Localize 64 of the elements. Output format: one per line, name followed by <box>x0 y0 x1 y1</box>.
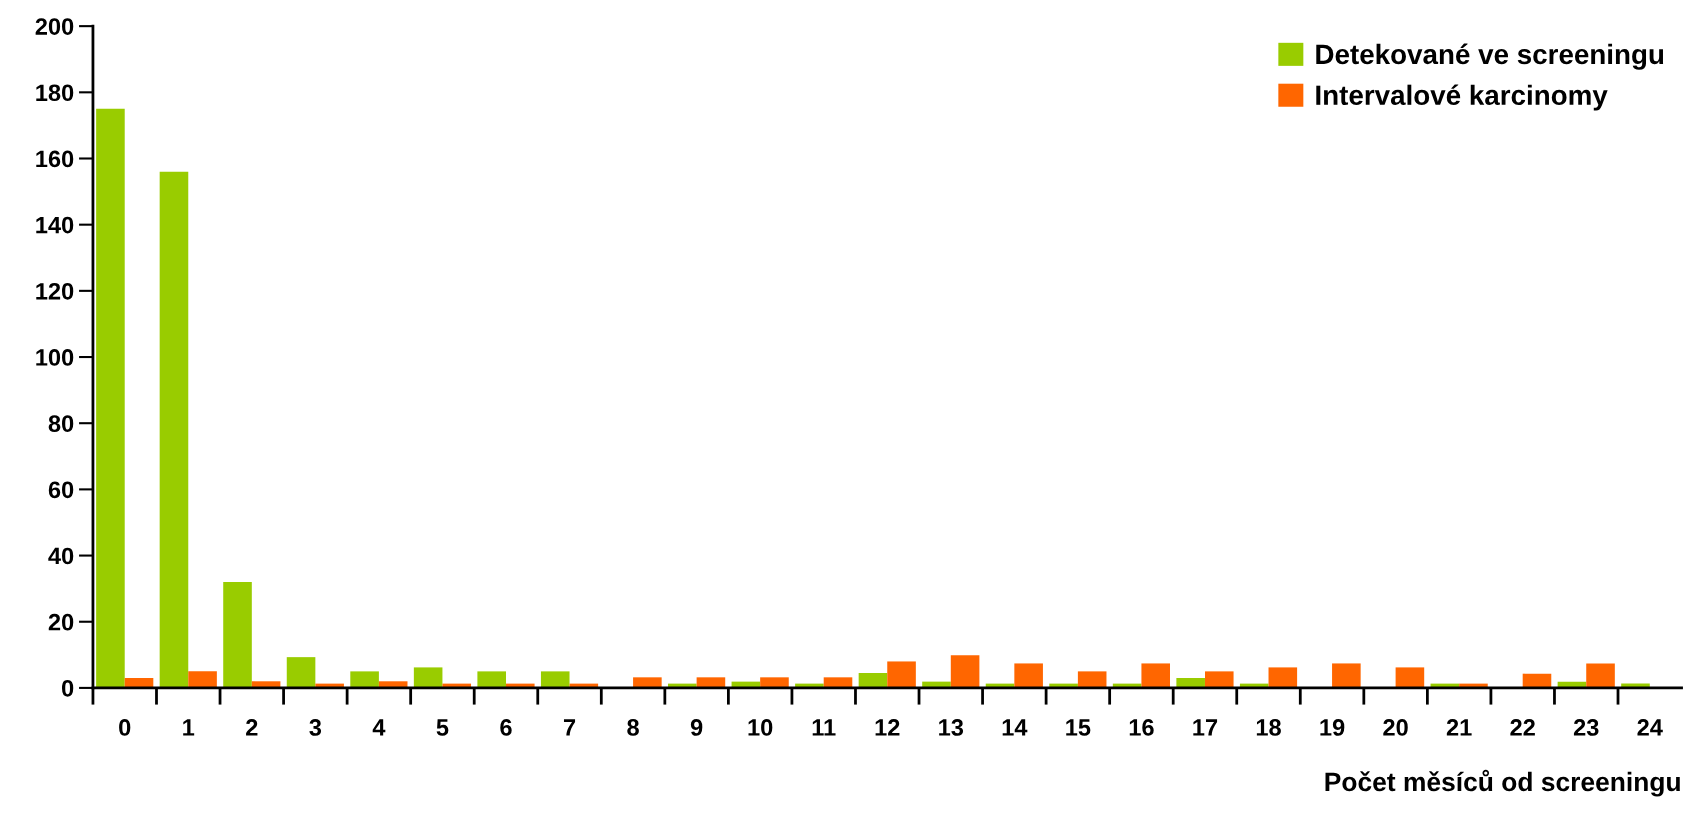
x-tick-label: 6 <box>500 719 512 736</box>
y-tick-label: 200 <box>35 18 74 35</box>
legend-label: Detekované ve screeningu <box>1316 43 1664 70</box>
x-tick-label: 24 <box>1637 719 1663 736</box>
x-tick-label: 9 <box>690 719 703 736</box>
bar <box>1332 663 1361 688</box>
bar <box>188 671 217 688</box>
x-tick-label: 2 <box>246 719 258 736</box>
x-tick-label: 4 <box>372 719 386 736</box>
y-tick-label: 40 <box>48 547 74 565</box>
x-tick-label: 15 <box>1066 719 1091 736</box>
x-tick-label: 18 <box>1256 719 1281 736</box>
bar <box>1176 677 1205 688</box>
x-axis-title: Počet měsíců od screeningu <box>1325 769 1680 797</box>
bar <box>696 677 726 688</box>
x-tick-label: 0 <box>119 719 131 736</box>
bar <box>1014 663 1043 688</box>
x-tick-label: 11 <box>812 719 836 736</box>
bar <box>1586 663 1615 688</box>
x-tick-label: 16 <box>1129 719 1154 736</box>
y-tick-label: 160 <box>36 150 74 168</box>
bar <box>1268 667 1298 688</box>
x-tick-label: 1 <box>183 719 195 736</box>
bar <box>286 657 316 688</box>
bar <box>540 671 570 688</box>
x-tick-label: 13 <box>939 719 964 736</box>
bar <box>1395 667 1425 688</box>
x-tick-label: 3 <box>309 719 322 736</box>
bar <box>1077 671 1107 688</box>
x-tick-label: 8 <box>627 719 639 736</box>
y-tick-label: 60 <box>48 481 74 499</box>
bar <box>413 667 443 688</box>
x-tick-label: 22 <box>1510 719 1535 736</box>
y-tick-label: 80 <box>48 415 74 432</box>
bar <box>760 677 789 688</box>
y-tick-label: 120 <box>36 282 74 300</box>
bar <box>823 677 853 688</box>
x-tick-label: 7 <box>563 719 576 736</box>
x-tick-label: 5 <box>436 719 449 736</box>
x-tick-label: 17 <box>1193 719 1218 736</box>
x-tick-label: 19 <box>1320 719 1345 736</box>
bar <box>223 582 252 688</box>
x-tick-label: 23 <box>1573 719 1599 736</box>
y-tick-label: 140 <box>36 216 74 234</box>
bar <box>887 661 916 688</box>
bar <box>950 655 980 688</box>
x-tick-label: 21 <box>1446 719 1472 736</box>
x-tick-label: 12 <box>875 719 900 736</box>
legend-label: Intervalové karcinomy <box>1316 84 1608 111</box>
bar <box>96 108 125 688</box>
bar <box>1141 663 1171 688</box>
x-tick-label: 10 <box>748 719 773 736</box>
bar <box>1204 671 1234 688</box>
bar <box>633 677 662 688</box>
y-tick-label: 0 <box>62 679 74 697</box>
y-tick-label: 180 <box>36 84 74 102</box>
bar <box>159 171 189 688</box>
bar <box>477 671 506 688</box>
bar <box>350 671 379 688</box>
y-tick-label: 20 <box>48 613 74 631</box>
y-tick-label: 100 <box>36 349 74 366</box>
bar <box>858 673 888 688</box>
x-tick-label: 14 <box>1002 719 1028 736</box>
x-tick-label: 20 <box>1383 719 1408 736</box>
